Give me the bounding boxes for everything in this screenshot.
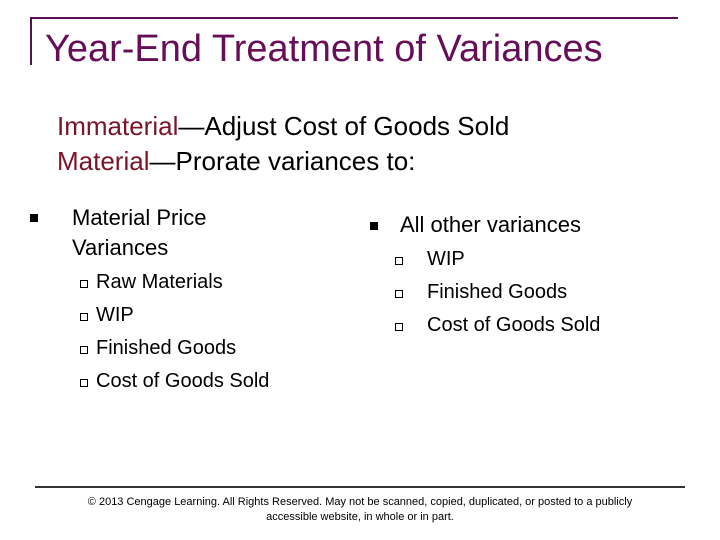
title: Year-End Treatment of Variances	[45, 28, 603, 70]
intro-text: —Prorate variances to:	[149, 146, 416, 176]
footer-rule	[35, 486, 685, 488]
title-rule	[30, 17, 32, 65]
footer-text: accessible website, in whole or in part.	[266, 511, 454, 523]
intro-line: Immaterial—Adjust Cost of Goods Sold	[57, 111, 509, 142]
bullet	[30, 214, 38, 222]
title-rule	[30, 17, 678, 19]
sub-item: Finished Goods	[96, 337, 237, 359]
sub-item: Cost of Goods Sold	[427, 314, 601, 336]
sub-item: Cost of Goods Sold	[96, 370, 270, 392]
sub-bullet	[80, 379, 88, 387]
intro-term: Material	[57, 146, 150, 176]
column-label: Material Price Variances	[72, 205, 207, 260]
sub-bullet	[395, 290, 403, 298]
footer-text: © 2013 Cengage Learning. All Rights Rese…	[87, 496, 633, 508]
bullet	[370, 222, 378, 230]
sub-item: Finished Goods	[427, 281, 568, 303]
sub-item: WIP	[96, 304, 134, 326]
sub-bullet	[80, 346, 88, 354]
sub-item: Raw Materials	[96, 271, 223, 293]
sub-bullet	[395, 257, 403, 265]
sub-bullet	[395, 323, 403, 331]
intro-text: —Adjust Cost of Goods Sold	[178, 111, 510, 141]
column-label: All other variances	[400, 212, 581, 237]
sub-bullet	[80, 313, 88, 321]
intro-line: Material—Prorate variances to:	[57, 146, 415, 177]
intro-term: Immaterial	[57, 111, 179, 141]
sub-item: WIP	[427, 248, 465, 270]
sub-bullet	[80, 280, 88, 288]
